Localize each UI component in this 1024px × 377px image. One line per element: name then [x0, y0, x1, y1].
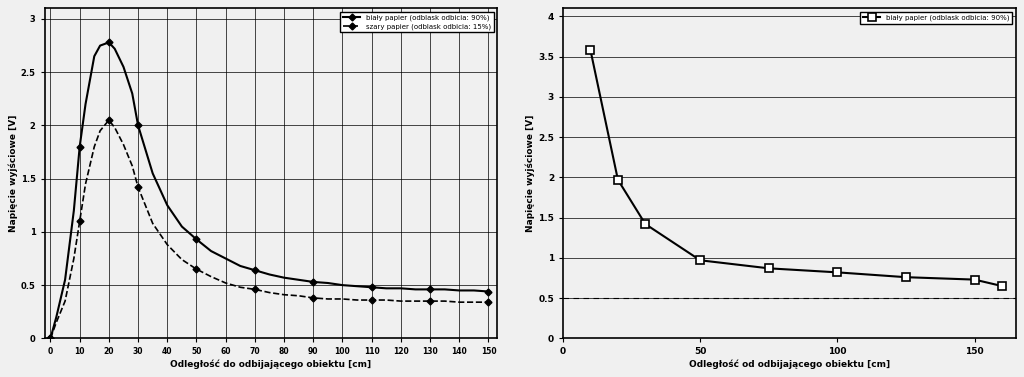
biały papier (odblask odbicia: 90%): (75, 0.6): 90%): (75, 0.6): [263, 272, 275, 277]
szary papier (odblask odbicia: 15%): (17, 1.95): 15%): (17, 1.95): [94, 129, 106, 133]
biały papier (odblask odbicia: 90%): (0, 0): 90%): (0, 0): [44, 336, 56, 341]
Y-axis label: Napięcie wyjściowe [V]: Napięcie wyjściowe [V]: [8, 115, 17, 232]
biały papier (odblask odbicia: 90%): (90, 0.53): 90%): (90, 0.53): [307, 280, 319, 284]
biały papier (odblask odbicia: 90%): (95, 0.52): 90%): (95, 0.52): [322, 281, 334, 285]
X-axis label: Odległość od odbijającego obiektu [cm]: Odległość od odbijającego obiektu [cm]: [689, 359, 890, 369]
szary papier (odblask odbicia: 15%): (85, 0.4): 15%): (85, 0.4): [293, 294, 305, 298]
szary papier (odblask odbicia: 15%): (90, 0.38): 15%): (90, 0.38): [307, 296, 319, 300]
biały papier (odblask odbicia: 90%): (30, 1.42): 90%): (30, 1.42): [639, 222, 651, 226]
biały papier (odblask odbicia: 90%): (130, 0.46): 90%): (130, 0.46): [424, 287, 436, 292]
biały papier (odblask odbicia: 90%): (75, 0.87): 90%): (75, 0.87): [763, 266, 775, 271]
biały papier (odblask odbicia: 90%): (5, 0.55): 90%): (5, 0.55): [59, 277, 72, 282]
szary papier (odblask odbicia: 15%): (60, 0.52): 15%): (60, 0.52): [219, 281, 231, 285]
biały papier (odblask odbicia: 90%): (15, 2.65): 90%): (15, 2.65): [88, 54, 100, 58]
Legend: biały papier (odblask odbicia: 90%), szary papier (odblask odbicia: 15%): biały papier (odblask odbicia: 90%), sza…: [340, 12, 494, 32]
X-axis label: Odległość do odbijającego obiektu [cm]: Odległość do odbijającego obiektu [cm]: [170, 359, 372, 369]
szary papier (odblask odbicia: 15%): (70, 0.46): 15%): (70, 0.46): [249, 287, 261, 292]
biały papier (odblask odbicia: 90%): (100, 0.5): 90%): (100, 0.5): [336, 283, 348, 287]
szary papier (odblask odbicia: 15%): (40, 0.88): 15%): (40, 0.88): [161, 242, 173, 247]
biały papier (odblask odbicia: 90%): (45, 1.05): 90%): (45, 1.05): [176, 224, 188, 229]
szary papier (odblask odbicia: 15%): (20, 2.05): 15%): (20, 2.05): [102, 118, 115, 123]
biały papier (odblask odbicia: 90%): (10, 3.58): 90%): (10, 3.58): [585, 48, 597, 52]
szary papier (odblask odbicia: 15%): (28, 1.62): 15%): (28, 1.62): [126, 164, 138, 168]
szary papier (odblask odbicia: 15%): (75, 0.43): 15%): (75, 0.43): [263, 290, 275, 295]
szary papier (odblask odbicia: 15%): (0, 0): 15%): (0, 0): [44, 336, 56, 341]
szary papier (odblask odbicia: 15%): (5, 0.35): 15%): (5, 0.35): [59, 299, 72, 303]
szary papier (odblask odbicia: 15%): (55, 0.58): 15%): (55, 0.58): [205, 274, 217, 279]
szary papier (odblask odbicia: 15%): (30, 1.42): 15%): (30, 1.42): [132, 185, 144, 190]
biały papier (odblask odbicia: 90%): (80, 0.57): 90%): (80, 0.57): [278, 276, 290, 280]
szary papier (odblask odbicia: 15%): (115, 0.36): 15%): (115, 0.36): [380, 298, 392, 302]
Legend: biały papier (odblask odbicia: 90%): biały papier (odblask odbicia: 90%): [860, 12, 1012, 24]
biały papier (odblask odbicia: 90%): (22, 2.72): 90%): (22, 2.72): [109, 46, 121, 51]
szary papier (odblask odbicia: 15%): (100, 0.37): 15%): (100, 0.37): [336, 297, 348, 301]
biały papier (odblask odbicia: 90%): (60, 0.75): 90%): (60, 0.75): [219, 256, 231, 261]
szary papier (odblask odbicia: 15%): (145, 0.34): 15%): (145, 0.34): [468, 300, 480, 304]
biały papier (odblask odbicia: 90%): (40, 1.25): 90%): (40, 1.25): [161, 203, 173, 208]
Line: biały papier (odblask odbicia: 90%): biały papier (odblask odbicia: 90%): [587, 46, 1007, 290]
biały papier (odblask odbicia: 90%): (20, 2.78): 90%): (20, 2.78): [102, 40, 115, 44]
biały papier (odblask odbicia: 90%): (17, 2.75): 90%): (17, 2.75): [94, 43, 106, 48]
biały papier (odblask odbicia: 90%): (30, 2): 90%): (30, 2): [132, 123, 144, 128]
biały papier (odblask odbicia: 90%): (125, 0.46): 90%): (125, 0.46): [410, 287, 422, 292]
biały papier (odblask odbicia: 90%): (70, 0.64): 90%): (70, 0.64): [249, 268, 261, 273]
biały papier (odblask odbicia: 90%): (20, 1.97): 90%): (20, 1.97): [611, 178, 624, 182]
biały papier (odblask odbicia: 90%): (50, 0.93): 90%): (50, 0.93): [190, 237, 203, 242]
biały papier (odblask odbicia: 90%): (150, 0.73): 90%): (150, 0.73): [969, 277, 981, 282]
Line: szary papier (odblask odbicia: 15%): szary papier (odblask odbicia: 15%): [48, 118, 490, 341]
biały papier (odblask odbicia: 90%): (105, 0.49): 90%): (105, 0.49): [351, 284, 364, 288]
szary papier (odblask odbicia: 15%): (130, 0.35): 15%): (130, 0.35): [424, 299, 436, 303]
biały papier (odblask odbicia: 90%): (160, 0.65): 90%): (160, 0.65): [995, 284, 1008, 288]
biały papier (odblask odbicia: 90%): (12, 2.2): 90%): (12, 2.2): [80, 102, 92, 106]
szary papier (odblask odbicia: 15%): (105, 0.36): 15%): (105, 0.36): [351, 298, 364, 302]
szary papier (odblask odbicia: 15%): (22, 1.98): 15%): (22, 1.98): [109, 125, 121, 130]
szary papier (odblask odbicia: 15%): (135, 0.35): 15%): (135, 0.35): [438, 299, 451, 303]
szary papier (odblask odbicia: 15%): (15, 1.8): 15%): (15, 1.8): [88, 144, 100, 149]
szary papier (odblask odbicia: 15%): (25, 1.82): 15%): (25, 1.82): [118, 143, 130, 147]
biały papier (odblask odbicia: 90%): (115, 0.47): 90%): (115, 0.47): [380, 286, 392, 291]
szary papier (odblask odbicia: 15%): (12, 1.45): 15%): (12, 1.45): [80, 182, 92, 186]
biały papier (odblask odbicia: 90%): (150, 0.44): 90%): (150, 0.44): [482, 289, 495, 294]
szary papier (odblask odbicia: 15%): (125, 0.35): 15%): (125, 0.35): [410, 299, 422, 303]
szary papier (odblask odbicia: 15%): (50, 0.65): 15%): (50, 0.65): [190, 267, 203, 271]
biały papier (odblask odbicia: 90%): (10, 1.8): 90%): (10, 1.8): [74, 144, 86, 149]
szary papier (odblask odbicia: 15%): (65, 0.48): 15%): (65, 0.48): [234, 285, 247, 290]
szary papier (odblask odbicia: 15%): (140, 0.34): 15%): (140, 0.34): [454, 300, 466, 304]
szary papier (odblask odbicia: 15%): (10, 1.1): 15%): (10, 1.1): [74, 219, 86, 224]
szary papier (odblask odbicia: 15%): (8, 0.75): 15%): (8, 0.75): [68, 256, 80, 261]
biały papier (odblask odbicia: 90%): (110, 0.48): 90%): (110, 0.48): [366, 285, 378, 290]
szary papier (odblask odbicia: 15%): (95, 0.37): 15%): (95, 0.37): [322, 297, 334, 301]
biały papier (odblask odbicia: 90%): (145, 0.45): 90%): (145, 0.45): [468, 288, 480, 293]
szary papier (odblask odbicia: 15%): (120, 0.35): 15%): (120, 0.35): [394, 299, 407, 303]
biały papier (odblask odbicia: 90%): (25, 2.55): 90%): (25, 2.55): [118, 64, 130, 69]
szary papier (odblask odbicia: 15%): (150, 0.34): 15%): (150, 0.34): [482, 300, 495, 304]
Line: biały papier (odblask odbicia: 90%): biały papier (odblask odbicia: 90%): [48, 40, 490, 341]
biały papier (odblask odbicia: 90%): (2, 0.2): 90%): (2, 0.2): [50, 315, 62, 319]
szary papier (odblask odbicia: 15%): (35, 1.08): 15%): (35, 1.08): [146, 221, 159, 226]
biały papier (odblask odbicia: 90%): (140, 0.45): 90%): (140, 0.45): [454, 288, 466, 293]
biały papier (odblask odbicia: 90%): (35, 1.55): 90%): (35, 1.55): [146, 171, 159, 176]
biały papier (odblask odbicia: 90%): (135, 0.46): 90%): (135, 0.46): [438, 287, 451, 292]
biały papier (odblask odbicia: 90%): (85, 0.55): 90%): (85, 0.55): [293, 277, 305, 282]
biały papier (odblask odbicia: 90%): (28, 2.3): 90%): (28, 2.3): [126, 91, 138, 96]
szary papier (odblask odbicia: 15%): (45, 0.74): 15%): (45, 0.74): [176, 257, 188, 262]
szary papier (odblask odbicia: 15%): (2, 0.15): 15%): (2, 0.15): [50, 320, 62, 325]
biały papier (odblask odbicia: 90%): (125, 0.76): 90%): (125, 0.76): [900, 275, 912, 279]
Y-axis label: Napięcie wyjściowe [V]: Napięcie wyjściowe [V]: [526, 115, 536, 232]
biały papier (odblask odbicia: 90%): (120, 0.47): 90%): (120, 0.47): [394, 286, 407, 291]
biały papier (odblask odbicia: 90%): (65, 0.68): 90%): (65, 0.68): [234, 264, 247, 268]
szary papier (odblask odbicia: 15%): (80, 0.41): 15%): (80, 0.41): [278, 293, 290, 297]
biały papier (odblask odbicia: 90%): (50, 0.97): 90%): (50, 0.97): [694, 258, 707, 262]
biały papier (odblask odbicia: 90%): (55, 0.82): 90%): (55, 0.82): [205, 249, 217, 253]
biały papier (odblask odbicia: 90%): (100, 0.82): 90%): (100, 0.82): [831, 270, 844, 274]
szary papier (odblask odbicia: 15%): (110, 0.36): 15%): (110, 0.36): [366, 298, 378, 302]
biały papier (odblask odbicia: 90%): (8, 1.2): 90%): (8, 1.2): [68, 208, 80, 213]
